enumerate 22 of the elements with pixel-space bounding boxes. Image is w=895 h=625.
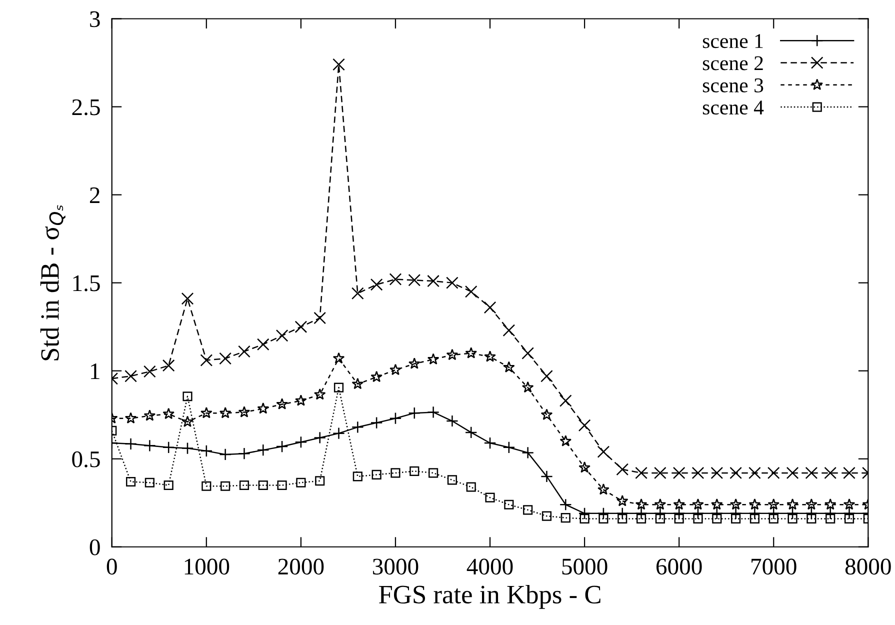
x-tick-label: 8000 [845,558,891,575]
y-tick-label: 3 [90,11,100,28]
x-tick-label: 1000 [184,558,230,575]
y-tick-label: 0 [90,539,100,556]
x-tick-label: 3000 [372,558,418,575]
legend-label: scene 2 [702,56,763,70]
legend-label: scene 4 [702,100,764,115]
x-tick-label: 0 [106,558,117,575]
y-tick-label: 0.5 [72,451,100,468]
x-tick-label: 7000 [752,558,796,575]
x-axis-title: FGS rate in Kbps - C [378,584,600,609]
y-tick-label: 2.5 [72,99,100,116]
x-tick-label: 5000 [562,558,608,575]
legend-label: scene 1 [702,34,763,48]
y-tick-label: 2 [90,187,100,203]
y-tick-label: 1.5 [73,275,100,292]
x-tick-label: 4000 [466,558,513,575]
y-axis-title: Std in dB - σ$_{Qₛ}$ [40,205,66,360]
legend-label: scene 3 [702,78,764,92]
y-tick-label: 1 [91,363,100,380]
x-tick-label: 2000 [278,558,324,575]
x-tick-label: 6000 [656,558,702,575]
